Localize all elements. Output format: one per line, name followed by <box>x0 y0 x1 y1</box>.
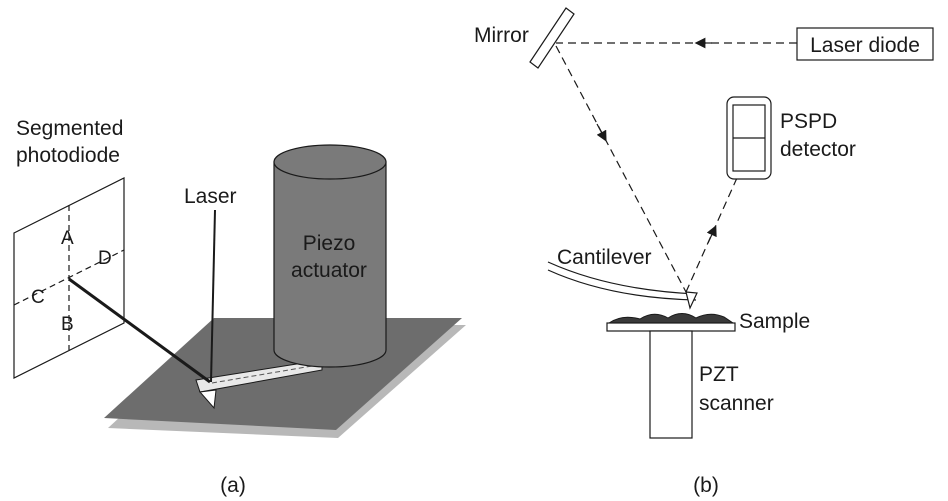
pzt-scanner-label-line1: PZT <box>699 363 739 386</box>
cantilever-b <box>547 261 697 295</box>
piezo-actuator-label-line1: Piezo <box>303 232 356 255</box>
cantilever-b-lower <box>547 269 697 301</box>
cantilever-beam <box>195 359 323 393</box>
mirror-label: Mirror <box>474 24 529 47</box>
pzt-scanner <box>649 330 693 439</box>
photodiode-label-line1: Segmented <box>16 117 123 140</box>
beam-arrow-3 <box>706 225 717 244</box>
pzt-scanner-label-line2: scanner <box>699 392 774 415</box>
quadrant-a-label: A <box>61 228 74 249</box>
panel-a: Segmented photodiode A D C B Laser Piezo… <box>13 117 466 497</box>
photodiode-horizontal-divider <box>13 249 125 306</box>
beam-arrow-2 <box>596 123 607 142</box>
cantilever-centerline <box>211 364 319 384</box>
panel-a-caption: (a) <box>220 474 246 497</box>
panel-b-caption: (b) <box>693 474 719 497</box>
sample-label: Sample <box>739 310 810 333</box>
mirror <box>529 7 575 69</box>
piezo-actuator-label-line2: actuator <box>291 259 367 282</box>
pspd-label-line2: detector <box>780 138 856 161</box>
cantilever-tip <box>199 389 217 410</box>
quadrant-d-label: D <box>98 248 112 269</box>
reflected-beam <box>68 277 211 384</box>
piezo-actuator <box>273 144 387 368</box>
quadrant-b-label: B <box>61 314 74 335</box>
sample <box>607 313 735 324</box>
quadrant-c-label: C <box>31 287 45 308</box>
laser-diode-box <box>796 27 934 61</box>
sample-stage <box>606 322 736 332</box>
photodiode-label-line2: photodiode <box>16 144 120 167</box>
laser-label: Laser <box>184 185 237 208</box>
laser-diode-label: Laser diode <box>810 34 920 57</box>
cantilever-label: Cantilever <box>557 246 652 269</box>
laser-beam <box>210 209 216 383</box>
beam-mirror-to-tip <box>555 45 687 293</box>
cantilever-b-tip <box>685 291 698 310</box>
pspd-label-line1: PSPD <box>780 110 837 133</box>
panel-b: Mirror Laser diode PSPD detector Cantile… <box>474 7 934 497</box>
beam-tip-to-detector <box>685 159 746 293</box>
